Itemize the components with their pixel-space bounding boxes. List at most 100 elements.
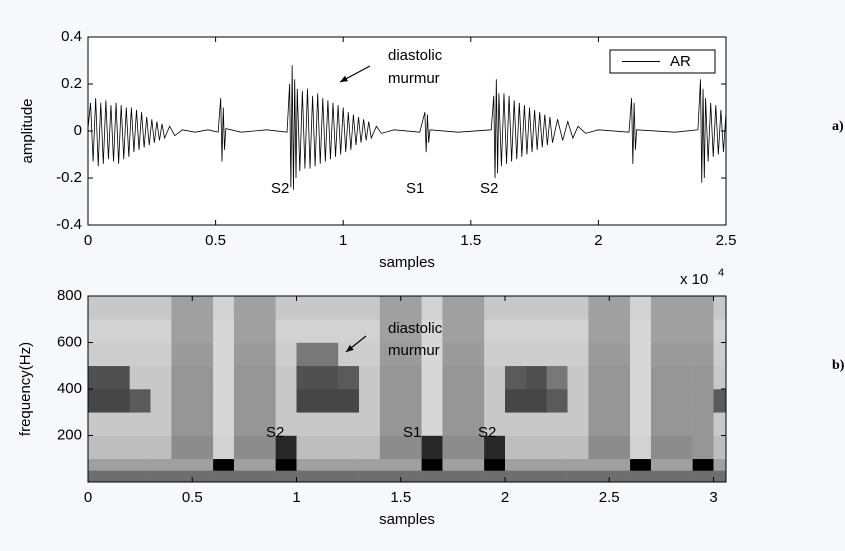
heatmap-cell [192, 365, 214, 390]
heatmap-cell [379, 470, 402, 483]
heatmap-cell [171, 470, 193, 483]
y-tick-label: -0.4 [56, 216, 82, 233]
heatmap-cell [338, 296, 360, 320]
x-tick-label: 2 [594, 232, 602, 249]
heatmap-cell [233, 365, 256, 390]
heatmap-cell [463, 470, 485, 483]
heatmap-cell [630, 296, 652, 320]
heatmap-cell [275, 412, 297, 436]
heatmap-cell [192, 470, 214, 483]
heatmap-cell [233, 435, 256, 460]
heatmap-cell [400, 342, 422, 367]
heatmap-cell [713, 319, 727, 343]
annotation: S2 [271, 180, 289, 197]
heatmap-cell [275, 365, 297, 390]
heatmap-cell [588, 389, 610, 413]
heatmap-cell [567, 365, 589, 390]
heatmap-cell [213, 296, 235, 320]
heatmap-cell [150, 470, 172, 483]
heatmap-cell [504, 389, 527, 413]
heatmap-cell [275, 389, 297, 413]
heatmap-cell [338, 319, 360, 343]
heatmap-cell [379, 389, 402, 413]
heatmap-cell [192, 342, 214, 367]
heatmap-cell [317, 389, 339, 413]
annotation: S1 [403, 424, 421, 441]
y-axis-label: amplitude [19, 98, 36, 163]
heatmap-cell [692, 365, 714, 390]
heatmap-cell [484, 342, 506, 367]
heatmap-cell [546, 435, 568, 460]
heatmap-cell [692, 470, 714, 483]
heatmap-cell [609, 389, 631, 413]
heatmap-cell [525, 365, 547, 390]
heatmap-cell [484, 389, 506, 413]
heatmap-cell [129, 470, 151, 483]
heatmap-cell [213, 470, 235, 483]
heatmap-cell [630, 435, 652, 460]
heatmap-cell [88, 389, 110, 413]
heatmap-cell [150, 458, 172, 471]
heatmap-cell [525, 342, 547, 367]
heatmap-cell [275, 435, 297, 460]
heatmap-cell [692, 389, 714, 413]
heatmap-cell [108, 389, 130, 413]
heatmap-cell [275, 296, 297, 320]
heatmap-cell [108, 470, 130, 483]
heatmap-cell [567, 412, 589, 436]
heatmap-cell [671, 319, 693, 343]
heatmap-cell [463, 365, 485, 390]
heatmap-cell [525, 458, 547, 471]
heatmap-cell [213, 435, 235, 460]
heatmap-cell [317, 319, 339, 343]
heatmap-cell [150, 365, 172, 390]
x-tick-label: 2.5 [716, 232, 737, 249]
heatmap-cell [171, 342, 193, 367]
heatmap-cell [546, 296, 568, 320]
legend-box [609, 49, 716, 74]
x-tick-label: 0.5 [205, 232, 226, 249]
heatmap-cell [233, 296, 256, 320]
heatmap-cell [129, 365, 151, 390]
heatmap-cell [171, 412, 193, 436]
annotation: S2 [266, 424, 284, 441]
heatmap-cell [233, 389, 256, 413]
heatmap-cell [484, 365, 506, 390]
heatmap-cell [504, 412, 527, 436]
heatmap-cell [233, 470, 256, 483]
heatmap-cell [567, 389, 589, 413]
heatmap-cell [150, 296, 172, 320]
signal-line [87, 65, 727, 190]
heatmap-cell [171, 296, 193, 320]
heatmap-cell [442, 470, 464, 483]
heatmap-cell [359, 389, 381, 413]
heatmap-cell [650, 342, 673, 367]
heatmap-cell [275, 342, 297, 367]
x-tick-label: 0 [84, 232, 92, 249]
heatmap-cell [421, 458, 443, 471]
heatmap-cell [213, 412, 235, 436]
heatmap-cell [233, 412, 256, 436]
heatmap-cell [88, 342, 110, 367]
y-tick-label: 800 [57, 287, 82, 304]
heatmap-cell [567, 296, 589, 320]
heatmap-cell [254, 470, 276, 483]
heatmap-cell [609, 458, 631, 471]
annotation: murmur [388, 70, 440, 87]
heatmap-cell [129, 412, 151, 436]
heatmap-cell [525, 412, 547, 436]
heatmap-cell [588, 470, 610, 483]
heatmap-cell [379, 296, 402, 320]
heatmap-cell [421, 365, 443, 390]
heatmap-cell [150, 435, 172, 460]
heatmap-cell [108, 412, 130, 436]
heatmap-cell [108, 435, 130, 460]
heatmap-cell [317, 412, 339, 436]
heatmap-cell [630, 458, 652, 471]
x-axis-label: samples [379, 511, 435, 528]
heatmap-cell [171, 365, 193, 390]
heatmap-cell [630, 389, 652, 413]
heatmap-cell [421, 319, 443, 343]
heatmap-cell [567, 319, 589, 343]
